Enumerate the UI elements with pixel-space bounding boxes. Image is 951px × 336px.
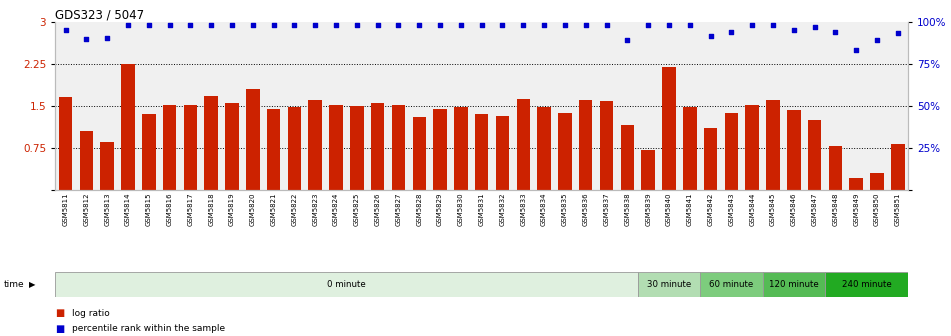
Point: [869, 37, 884, 42]
Bar: [683, 107, 696, 190]
Bar: [600, 101, 613, 190]
Text: ■: ■: [55, 324, 65, 334]
Bar: [121, 64, 135, 190]
Bar: [746, 105, 759, 190]
Point: [224, 22, 240, 27]
Point: [328, 22, 343, 27]
Bar: [142, 114, 156, 190]
Bar: [579, 100, 592, 190]
Point: [745, 22, 760, 27]
Text: 240 minute: 240 minute: [842, 280, 891, 289]
Text: time: time: [4, 280, 25, 289]
Bar: [413, 117, 426, 190]
Text: 120 minute: 120 minute: [769, 280, 819, 289]
Bar: [807, 120, 822, 190]
Point: [848, 47, 864, 52]
Bar: [621, 125, 634, 190]
Point: [58, 28, 73, 33]
Point: [682, 22, 697, 27]
Bar: [828, 146, 843, 190]
Point: [827, 29, 843, 35]
Bar: [558, 113, 572, 190]
Point: [121, 22, 136, 27]
Bar: [767, 100, 780, 190]
Bar: [350, 106, 363, 190]
Bar: [329, 105, 342, 190]
Text: GDS323 / 5047: GDS323 / 5047: [55, 8, 145, 22]
Point: [245, 22, 261, 27]
Point: [641, 22, 656, 27]
Bar: [59, 97, 72, 190]
Point: [599, 22, 614, 27]
Bar: [287, 107, 301, 190]
Bar: [371, 103, 384, 190]
Point: [620, 37, 635, 42]
Point: [370, 22, 385, 27]
Text: ■: ■: [55, 308, 65, 318]
Bar: [455, 107, 468, 190]
Text: 60 minute: 60 minute: [709, 280, 753, 289]
Bar: [787, 110, 801, 190]
Point: [661, 22, 676, 27]
Point: [703, 33, 718, 39]
Point: [162, 22, 177, 27]
Bar: [225, 103, 239, 190]
Point: [287, 22, 302, 27]
Point: [204, 22, 219, 27]
Bar: [80, 131, 93, 190]
Text: percentile rank within the sample: percentile rank within the sample: [72, 324, 225, 333]
Bar: [870, 173, 883, 190]
Bar: [725, 113, 738, 190]
Point: [307, 22, 322, 27]
Bar: [638, 272, 700, 297]
Point: [890, 30, 905, 36]
Bar: [700, 272, 763, 297]
Bar: [763, 272, 825, 297]
Point: [100, 35, 115, 40]
Bar: [825, 272, 908, 297]
Text: log ratio: log ratio: [72, 309, 110, 318]
Point: [495, 22, 510, 27]
Point: [266, 22, 281, 27]
Point: [724, 29, 739, 35]
Bar: [392, 105, 405, 190]
Point: [349, 22, 364, 27]
Bar: [641, 150, 655, 190]
Bar: [475, 114, 489, 190]
Bar: [267, 109, 281, 190]
Point: [433, 22, 448, 27]
Bar: [55, 272, 638, 297]
Bar: [246, 89, 260, 190]
Bar: [537, 107, 551, 190]
Point: [515, 22, 531, 27]
Bar: [891, 144, 904, 190]
Bar: [184, 105, 197, 190]
Bar: [163, 105, 176, 190]
Text: ▶: ▶: [29, 280, 35, 289]
Point: [786, 28, 802, 33]
Point: [807, 25, 823, 30]
Text: 0 minute: 0 minute: [327, 280, 366, 289]
Bar: [704, 128, 717, 190]
Bar: [204, 96, 218, 190]
Text: 30 minute: 30 minute: [647, 280, 691, 289]
Point: [536, 22, 552, 27]
Point: [557, 22, 573, 27]
Point: [578, 22, 593, 27]
Bar: [434, 109, 447, 190]
Point: [79, 36, 94, 41]
Bar: [849, 177, 863, 190]
Point: [183, 22, 198, 27]
Point: [412, 22, 427, 27]
Point: [766, 22, 781, 27]
Bar: [516, 99, 530, 190]
Bar: [662, 67, 676, 190]
Bar: [308, 100, 322, 190]
Point: [391, 22, 406, 27]
Point: [475, 22, 490, 27]
Bar: [101, 142, 114, 190]
Point: [141, 22, 156, 27]
Point: [454, 22, 469, 27]
Bar: [495, 116, 509, 190]
